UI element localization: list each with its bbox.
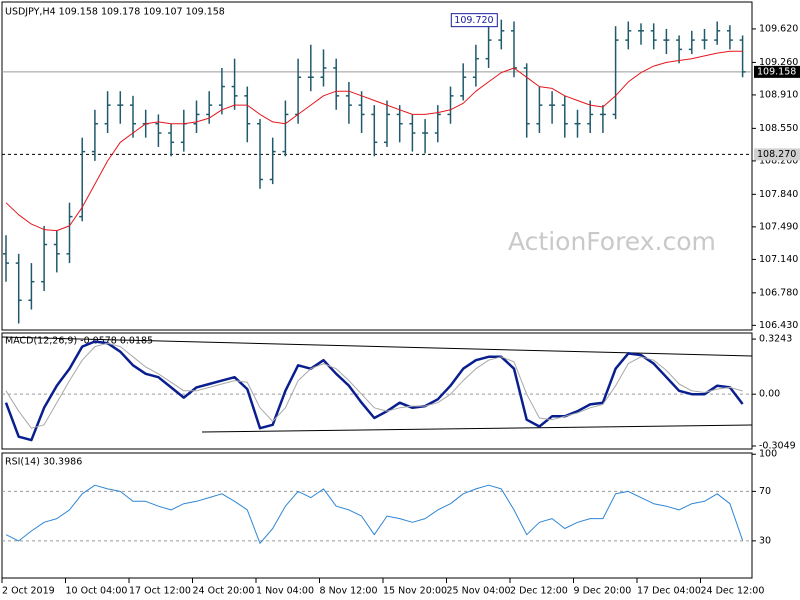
price-label-box (754, 148, 800, 161)
x-tick-label: 24 Oct 20:00 (193, 586, 255, 597)
x-tick-label: 1 Nov 04:00 (256, 586, 314, 597)
trendline (1, 336, 753, 357)
rsi-pane (1, 452, 753, 579)
x-tick-label: 24 Dec 12:00 (701, 586, 765, 597)
annotation: 109.720 (454, 15, 493, 26)
y-tick-label: 107.490 (759, 221, 798, 232)
annotation-box (450, 13, 498, 28)
y-tick-label: 108.200 (759, 155, 798, 166)
series-line (5, 484, 744, 544)
price-label: 109.158 (757, 66, 796, 77)
series-line (4, 340, 744, 442)
y-tick-label: 108.910 (759, 89, 798, 100)
series-line (5, 342, 743, 429)
x-tick-label: 15 Nov 20:00 (383, 586, 447, 597)
x-tick-label: 8 Nov 12:00 (320, 586, 378, 597)
macd-title: MACD(12,26,9) -0.0578 0.0185 (5, 336, 153, 347)
y-tick-label: 0.3243 (759, 334, 792, 345)
x-tick-label: 10 Oct 04:00 (66, 586, 128, 597)
y-tick-label: 107.840 (759, 189, 798, 200)
x-tick-label: 2 Oct 2019 (2, 586, 55, 597)
y-tick-label: 108.550 (759, 123, 798, 134)
x-tick-label: 9 Dec 20:00 (574, 586, 632, 597)
x-tick-label: 17 Dec 04:00 (637, 586, 701, 597)
x-tick-label: 25 Nov 04:00 (447, 586, 511, 597)
y-tick-label: 107.140 (759, 254, 798, 265)
chart-title: USDJPY,H4 109.158 109.178 109.107 109.15… (5, 7, 225, 18)
y-tick-label: 70 (759, 486, 771, 497)
y-tick-label: 30 (759, 535, 771, 546)
y-tick-label: 109.620 (759, 23, 798, 34)
price-label-box (754, 65, 800, 78)
x-tick-label: 2 Dec 12:00 (510, 586, 568, 597)
y-tick-label: 100 (759, 449, 777, 460)
series-line (5, 50, 743, 232)
watermark: ActionForex.com (508, 227, 716, 256)
trendline (201, 424, 753, 433)
y-tick-label: 106.430 (759, 320, 798, 331)
rsi-title: RSI(14) 30.3986 (5, 457, 82, 468)
price-pane (1, 1, 753, 331)
y-tick-label: -0.3049 (759, 441, 796, 452)
y-tick-label: 0.00 (759, 389, 780, 400)
y-tick-label: 109.260 (759, 57, 798, 68)
price-label: 108.270 (757, 149, 796, 160)
y-tick-label: 106.780 (759, 287, 798, 298)
macd-pane (1, 332, 753, 450)
x-tick-label: 17 Oct 12:00 (129, 586, 191, 597)
